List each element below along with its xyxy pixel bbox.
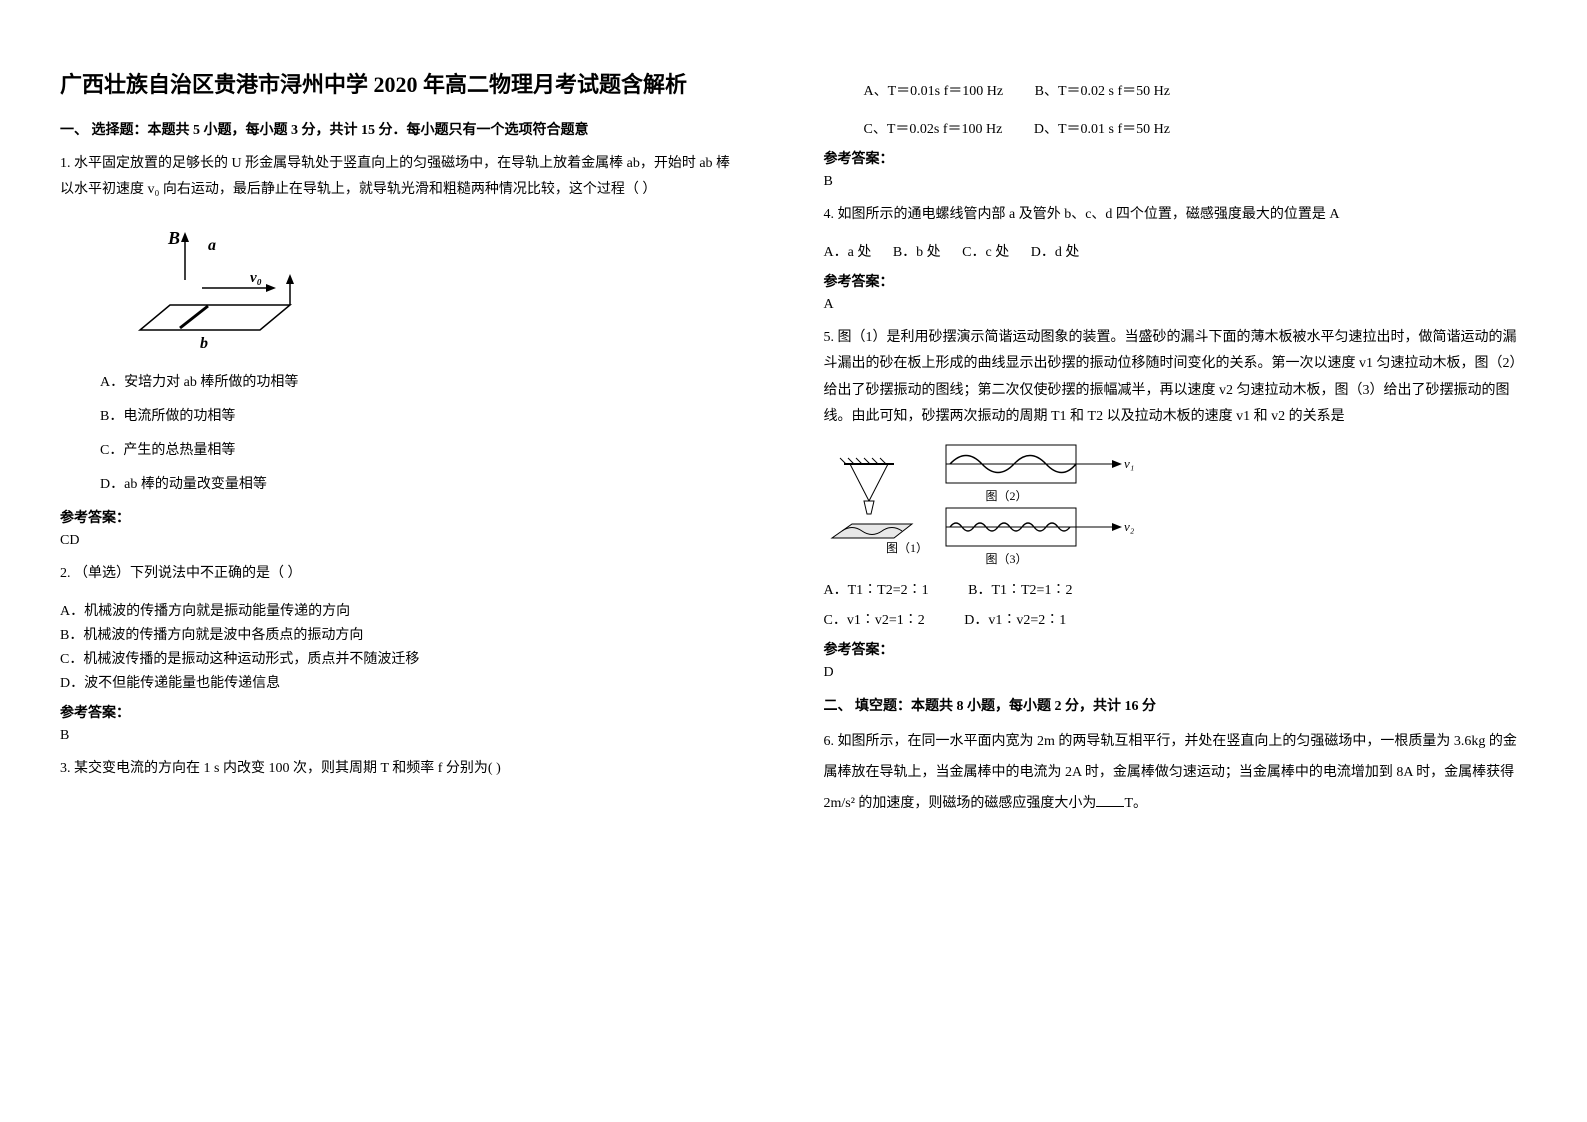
q4-opt-c: C．c 处 — [962, 245, 1009, 260]
wave-fig3-svg: v₂ — [944, 506, 1134, 548]
question-6: 6. 如图所示，在同一水平面内宽为 2m 的两导轨互相平行，并处在竖直向上的匀强… — [824, 727, 1518, 819]
q1-diagram: a b B v₀ — [130, 220, 744, 355]
q1-text: 水平固定放置的足够长的 U 形金属导轨处于竖直向上的匀强磁场中，在导轨上放着金属… — [60, 156, 730, 198]
right-column: A、T＝0.01s f＝100 Hz B、T＝0.02 s f＝50 Hz C、… — [794, 0, 1587, 1122]
left-column: 广西壮族自治区贵港市浔州中学 2020 年高二物理月考试题含解析 一、 选择题：… — [0, 0, 794, 1122]
svg-text:b: b — [200, 335, 208, 350]
q5-figures: 图（1） v₁ 图（2） v₂ 图（3） — [824, 443, 1518, 569]
q2-num: 2. — [60, 566, 71, 581]
q1-opt-b: B．电流所做的功相等 — [100, 405, 744, 425]
q4-opt-b: B．b 处 — [893, 245, 941, 260]
q3-opt-c: C、T＝0.02s f＝100 Hz — [864, 122, 1003, 137]
q4-ans: A — [824, 297, 1518, 313]
question-3: 3. 某交变电流的方向在 1 s 内改变 100 次，则其周期 T 和频率 f … — [60, 756, 744, 783]
q4-num: 4. — [824, 207, 835, 222]
q1-options: A．安培力对 ab 棒所做的功相等 B．电流所做的功相等 C．产生的总热量相等 … — [100, 371, 744, 493]
q2-opt-b: B．机械波的传播方向就是波中各质点的振动方向 — [60, 624, 744, 644]
svg-text:v₁: v₁ — [1124, 456, 1134, 471]
q6-text2: T。 — [1124, 796, 1147, 811]
q6-text1: 如图所示，在同一水平面内宽为 2m 的两导轨互相平行，并处在竖直向上的匀强磁场中… — [824, 734, 1517, 811]
question-4: 4. 如图所示的通电螺线管内部 a 及管外 b、c、d 四个位置，磁感强度最大的… — [824, 202, 1518, 229]
document-title: 广西壮族自治区贵港市浔州中学 2020 年高二物理月考试题含解析 — [60, 70, 744, 101]
q6-num: 6. — [824, 734, 835, 749]
q1-opt-d: D．ab 棒的动量改变量相等 — [100, 473, 744, 493]
q3-opt-a: A、T＝0.01s f＝100 Hz — [864, 84, 1004, 99]
q2-ans: B — [60, 728, 744, 744]
svg-text:a: a — [208, 237, 216, 254]
q4-opt-a: A．a 处 — [824, 245, 872, 260]
q1-num: 1. — [60, 156, 71, 171]
svg-text:v₀: v₀ — [250, 270, 262, 286]
q3-num: 3. — [60, 761, 71, 776]
rail-diagram-svg: a b B v₀ — [130, 220, 310, 350]
q2-text: （单选）下列说法中不正确的是（ ） — [71, 566, 302, 581]
q5-ans: D — [824, 665, 1518, 681]
svg-text:v₂: v₂ — [1124, 519, 1134, 534]
q2-ans-label: 参考答案： — [60, 702, 744, 722]
question-5: 5. 图（1）是利用砂摆演示简谐运动图象的装置。当盛砂的漏斗下面的薄木板被水平匀… — [824, 325, 1518, 431]
q3-opt-d: D、T＝0.01 s f＝50 Hz — [1034, 122, 1170, 137]
q5-text: 图（1）是利用砂摆演示简谐运动图象的装置。当盛砂的漏斗下面的薄木板被水平匀速拉出… — [824, 330, 1517, 425]
section-2-header: 二、 填空题：本题共 8 小题，每小题 2 分，共计 16 分 — [824, 695, 1518, 715]
blank-fill — [1096, 793, 1124, 807]
svg-text:图（1）: 图（1） — [886, 541, 928, 555]
q1-opt-a: A．安培力对 ab 棒所做的功相等 — [100, 371, 744, 391]
fig3-label: 图（3） — [986, 550, 1144, 567]
q2-opt-a: A．机械波的传播方向就是振动能量传递的方向 — [60, 600, 744, 620]
wave-fig2-svg: v₁ — [944, 443, 1134, 485]
q5-opt-d: D．v1∶v2=2∶1 — [964, 613, 1066, 628]
q4-opt-d: D．d 处 — [1031, 245, 1080, 260]
q4-text: 如图所示的通电螺线管内部 a 及管外 b、c、d 四个位置，磁感强度最大的位置是… — [834, 207, 1340, 222]
q2-opt-c: C．机械波传播的是振动这种运动形式，质点并不随波迁移 — [60, 648, 744, 668]
question-2: 2. （单选）下列说法中不正确的是（ ） — [60, 561, 744, 588]
q1-ans: CD — [60, 533, 744, 549]
fig2-label: 图（2） — [986, 487, 1144, 504]
q3-opt-b: B、T＝0.02 s f＝50 Hz — [1035, 84, 1170, 99]
q5-ans-label: 参考答案： — [824, 639, 1518, 659]
q4-ans-label: 参考答案： — [824, 271, 1518, 291]
q2-opt-d: D．波不但能传递能量也能传递信息 — [60, 672, 744, 692]
q3-ans-label: 参考答案： — [824, 148, 1518, 168]
q5-num: 5. — [824, 330, 835, 345]
q5-opt-c: C．v1∶v2=1∶2 — [824, 613, 925, 628]
q3-ans: B — [824, 174, 1518, 190]
q5-opt-b: B．T1∶T2=1∶2 — [968, 583, 1072, 598]
q3-text: 某交变电流的方向在 1 s 内改变 100 次，则其周期 T 和频率 f 分别为… — [71, 761, 501, 776]
sand-pendulum-svg: 图（1） — [824, 456, 934, 556]
svg-text:B: B — [167, 228, 180, 248]
q1-opt-c: C．产生的总热量相等 — [100, 439, 744, 459]
section-1-header: 一、 选择题：本题共 5 小题，每小题 3 分，共计 15 分．每小题只有一个选… — [60, 119, 744, 139]
q5-opt-a: A．T1∶T2=2∶1 — [824, 583, 929, 598]
question-1: 1. 水平固定放置的足够长的 U 形金属导轨处于竖直向上的匀强磁场中，在导轨上放… — [60, 151, 744, 204]
q1-ans-label: 参考答案： — [60, 507, 744, 527]
